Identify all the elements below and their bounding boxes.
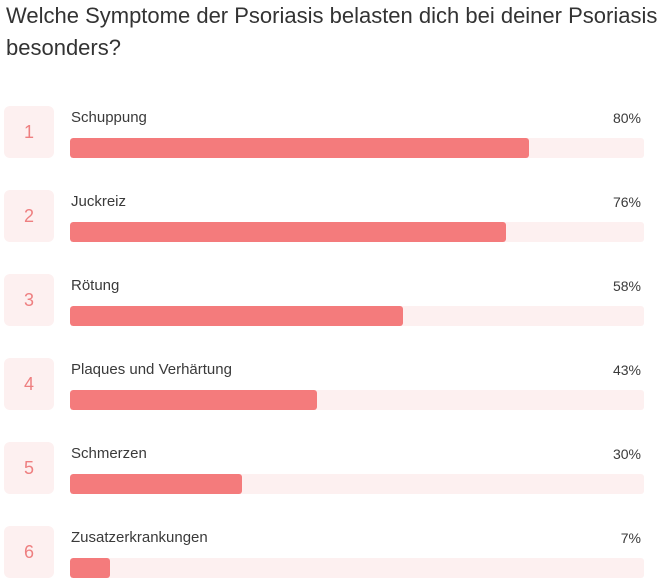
progress-fill: [70, 222, 507, 242]
result-row: 4 Plaques und Verhärtung 43%: [0, 357, 665, 413]
result-label: Juckreiz: [71, 193, 127, 210]
progress-track: [70, 222, 644, 242]
rank-badge: 2: [4, 190, 54, 242]
rank-badge: 3: [4, 274, 54, 326]
result-percent: 76%: [612, 194, 641, 210]
progress-track: [70, 558, 644, 578]
result-row: 1 Schuppung 80%: [0, 105, 665, 161]
progress-fill: [70, 474, 243, 494]
progress-track: [70, 138, 644, 158]
progress-fill: [70, 390, 317, 410]
result-label: Rötung: [71, 277, 120, 294]
progress-fill: [70, 558, 111, 578]
result-label: Zusatzerkrankungen: [71, 529, 208, 546]
progress-fill: [70, 306, 403, 326]
rank-badge: 6: [4, 526, 54, 578]
result-percent: 30%: [612, 446, 641, 462]
poll-question: Welche Symptome der Psoriasis belasten d…: [6, 3, 658, 60]
result-label: Plaques und Verhärtung: [71, 361, 232, 378]
progress-track: [70, 474, 644, 494]
progress-fill: [70, 138, 530, 158]
rank-badge: 1: [4, 106, 54, 158]
result-label: Schmerzen: [71, 445, 147, 462]
progress-track: [70, 390, 644, 410]
rank-badge: 4: [4, 358, 54, 410]
result-percent: 7%: [620, 530, 641, 546]
result-percent: 80%: [612, 110, 641, 126]
result-row: 2 Juckreiz 76%: [0, 189, 665, 245]
result-label: Schuppung: [71, 109, 147, 126]
result-row: 5 Schmerzen 30%: [0, 441, 665, 497]
result-percent: 43%: [612, 362, 641, 378]
result-percent: 58%: [612, 278, 641, 294]
result-row: 6 Zusatzerkrankungen 7%: [0, 525, 665, 581]
progress-track: [70, 306, 644, 326]
result-row: 3 Rötung 58%: [0, 273, 665, 329]
rank-badge: 5: [4, 442, 54, 494]
